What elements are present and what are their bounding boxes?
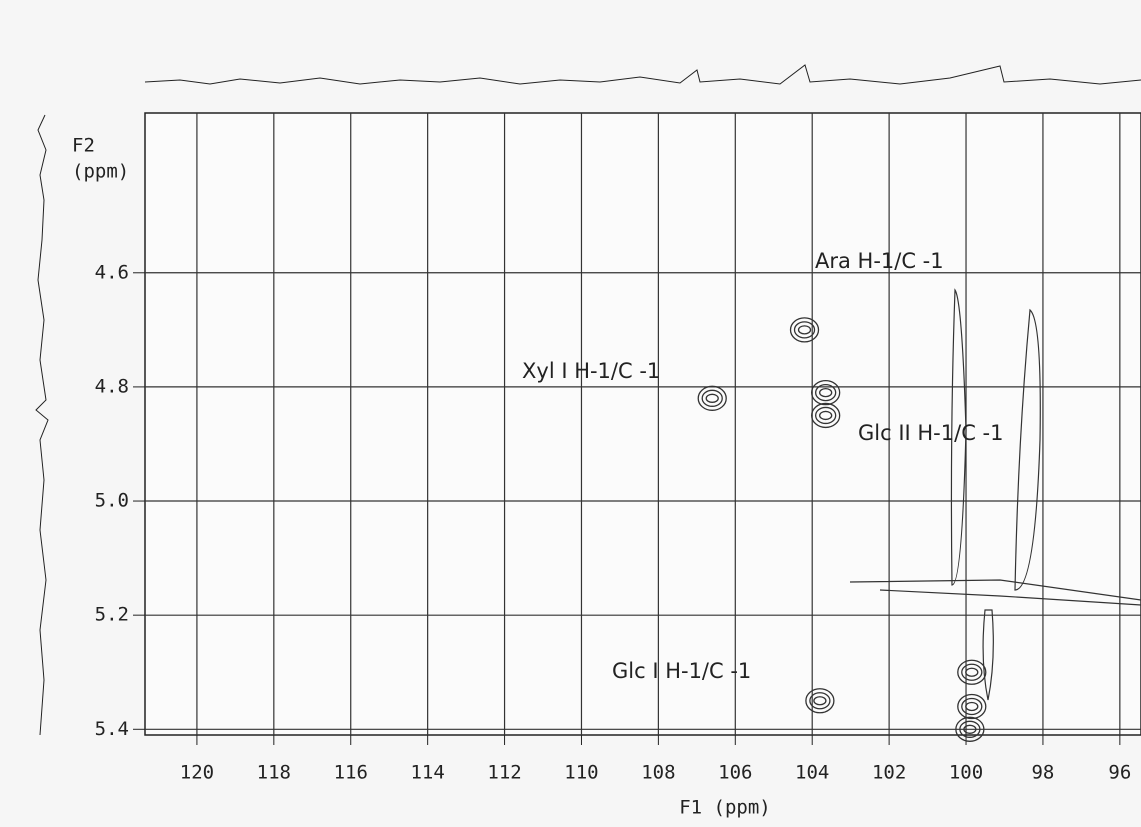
contour (705, 393, 719, 403)
x-tick-label: 104 (795, 762, 829, 784)
x-tick-label: 112 (487, 762, 521, 784)
cross-peak (697, 385, 727, 411)
contour (797, 325, 812, 335)
contour (789, 317, 820, 343)
contour-ridges (849, 288, 1141, 701)
y-axis-label: (ppm) (72, 161, 129, 183)
contour (815, 406, 837, 425)
x-tick-label: 114 (410, 762, 444, 784)
contour (963, 724, 977, 734)
cross-peak (811, 402, 841, 429)
x-tick-label: 110 (564, 762, 598, 784)
contour (965, 701, 979, 712)
x-tick-label: 118 (257, 762, 291, 784)
contour (955, 716, 985, 742)
cross-peak (957, 693, 987, 720)
contour (809, 692, 831, 710)
contour (957, 693, 987, 720)
contour (957, 659, 987, 685)
contour (701, 389, 723, 407)
annotation: Ara H-1/C -1 (815, 249, 944, 273)
y-tick-label: 5.2 (95, 604, 129, 626)
cross-peak (957, 659, 987, 685)
x-axis-label: F1 (ppm) (679, 797, 771, 819)
annotation: Xyl I H-1/C -1 (522, 359, 660, 383)
x-tick-label: 116 (334, 762, 368, 784)
y-tick-label: 4.8 (95, 375, 129, 397)
contour (961, 663, 983, 681)
annotation: Glc II H-1/C -1 (858, 421, 1003, 445)
y-axis-label: F2 (72, 135, 95, 157)
contour (959, 720, 981, 738)
cross-peak (955, 716, 985, 742)
x-tick-label: 106 (718, 762, 752, 784)
contour (811, 402, 841, 429)
x-tick-label: 98 (1031, 762, 1054, 784)
x-tick-label: 108 (641, 762, 675, 784)
contour (813, 696, 827, 706)
contour (811, 379, 841, 406)
top-projection (144, 64, 1141, 85)
y-tick-label: 5.0 (95, 490, 129, 512)
contour (961, 697, 983, 716)
x-tick-label: 120 (180, 762, 214, 784)
x-tick-label: 100 (949, 762, 983, 784)
contour (805, 688, 835, 714)
left-projection (35, 114, 49, 736)
y-tick-label: 5.4 (95, 718, 129, 740)
contour (965, 667, 979, 677)
x-tick-label: 102 (872, 762, 906, 784)
contour (819, 387, 833, 398)
contour (815, 383, 837, 402)
cross-peak (805, 688, 835, 714)
contour (819, 410, 833, 421)
contour (793, 321, 816, 339)
x-tick-label: 96 (1108, 762, 1131, 784)
annotation: Glc I H-1/C -1 (612, 659, 751, 683)
cross-peak (789, 317, 820, 343)
plot-frame (144, 112, 1141, 736)
y-tick-label: 4.6 (95, 261, 129, 283)
cross-peak (811, 379, 841, 406)
contour (697, 385, 727, 411)
